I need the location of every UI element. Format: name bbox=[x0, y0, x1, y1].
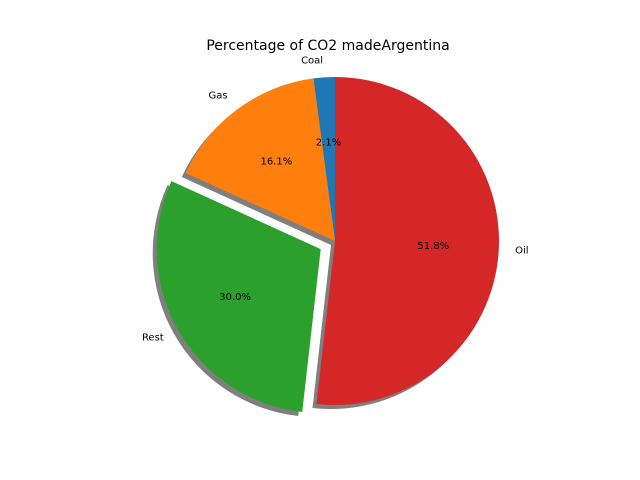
pie-slice-rest bbox=[156, 181, 321, 413]
pie-slice-oil bbox=[316, 77, 500, 406]
chart-title: Percentage of CO2 madeArgentina bbox=[206, 38, 449, 54]
label-layer: 2.1% Coal 16.1% Gas 30.0% Rest 51.8% Oil bbox=[142, 55, 529, 343]
pie-slice-gas bbox=[185, 78, 335, 242]
pie-percent-label-rest: 30.0% bbox=[219, 292, 251, 303]
pie-category-label-gas: Gas bbox=[208, 91, 227, 102]
pie-slice-coal bbox=[313, 77, 335, 241]
pie-category-label-oil: Oil bbox=[515, 246, 528, 257]
pie-category-label-coal: Coal bbox=[301, 55, 323, 66]
pie-category-label-rest: Rest bbox=[142, 332, 164, 343]
pie-percent-label-oil: 51.8% bbox=[417, 241, 449, 252]
pie-percent-label-coal: 2.1% bbox=[316, 137, 341, 148]
slice-layer bbox=[156, 77, 500, 413]
pie-percent-label-gas: 16.1% bbox=[261, 156, 293, 167]
